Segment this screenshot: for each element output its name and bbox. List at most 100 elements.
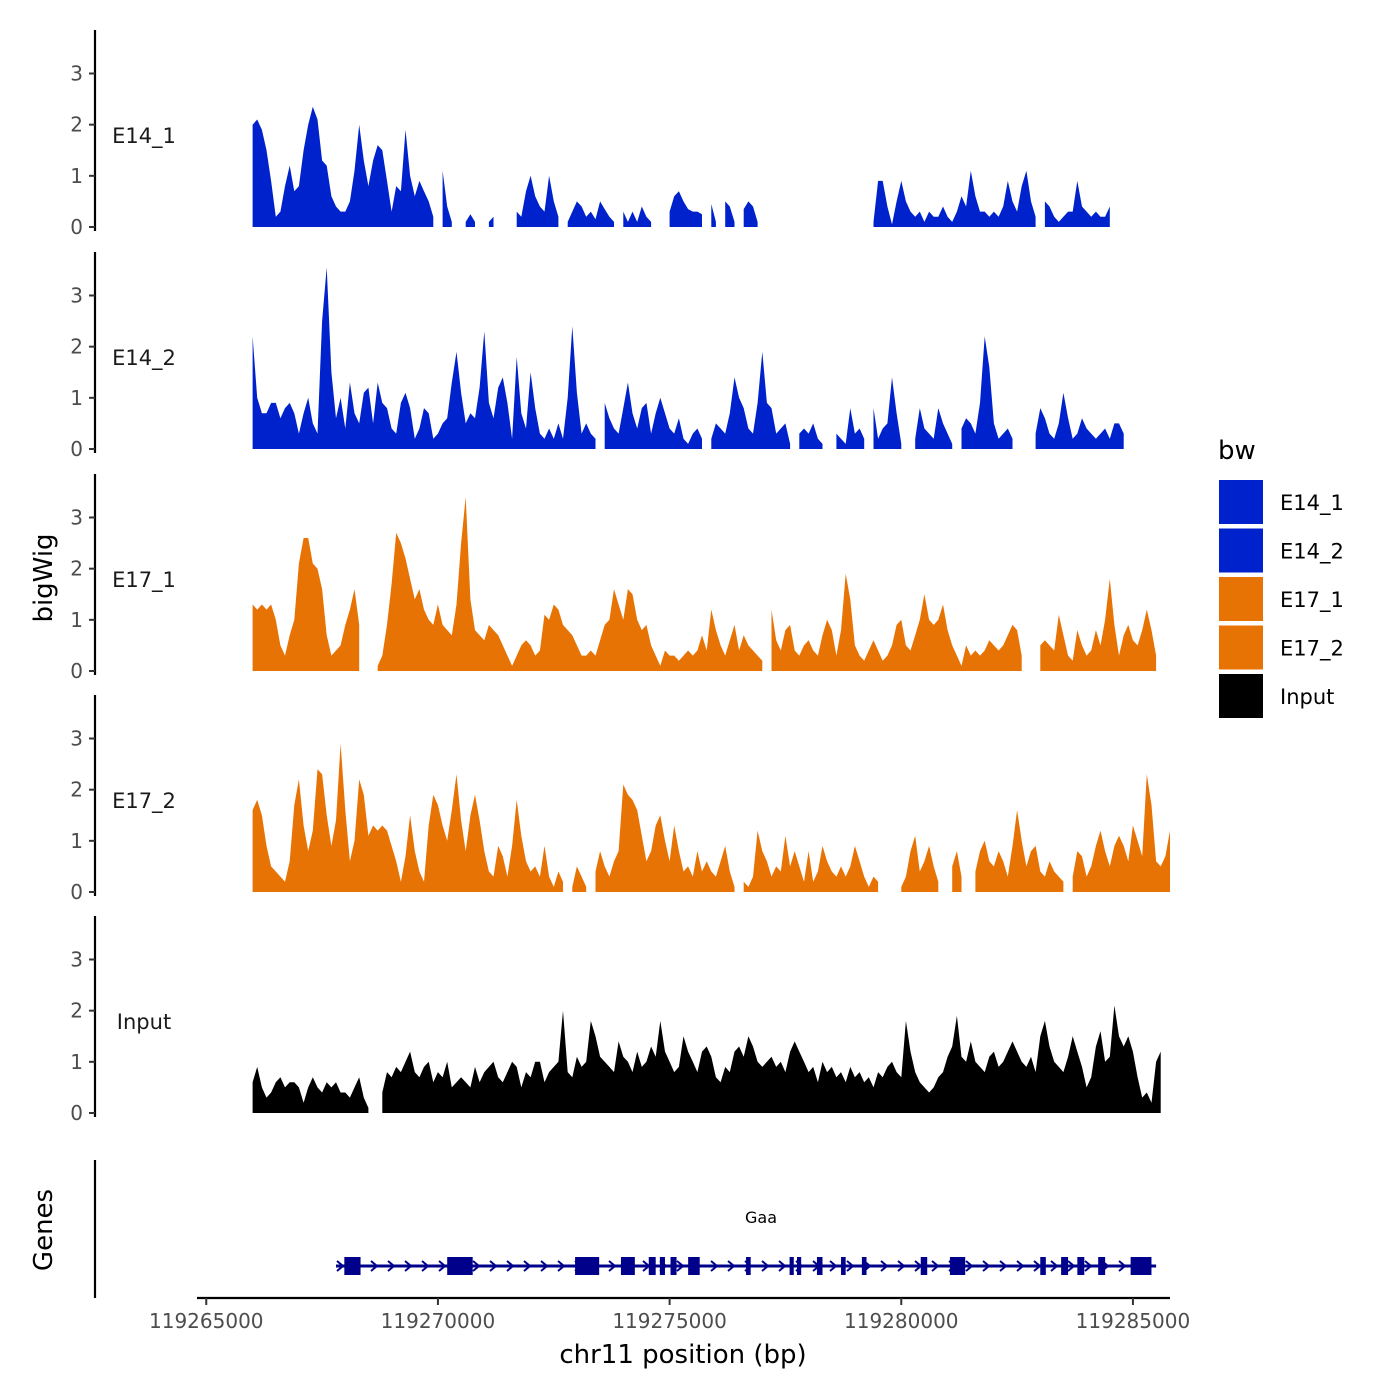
gene-exon: [861, 1257, 867, 1275]
y-tick-label: 2: [70, 113, 83, 137]
strand-arrow: [370, 1260, 379, 1272]
strand-arrow: [540, 1260, 549, 1272]
gene-exon: [447, 1257, 473, 1275]
legend-item-e17-2: E17_2: [1219, 625, 1344, 670]
y-tick-label: 1: [70, 608, 83, 632]
y-tick-label: 1: [70, 164, 83, 188]
legend-item-input: Input: [1219, 674, 1334, 718]
y-tick-label: 1: [70, 386, 83, 410]
y-axis-title: bigWig: [29, 533, 59, 622]
gene-exon: [797, 1257, 802, 1275]
gene-exon: [670, 1257, 677, 1275]
y-tick-label: 3: [70, 947, 83, 971]
strand-arrow: [999, 1260, 1008, 1272]
legend: bw E14_1 E14_2 E17_1 E17_2 Input: [1218, 436, 1344, 718]
strand-arrow: [1050, 1260, 1059, 1272]
legend-item-e17-1: E17_1: [1219, 577, 1344, 621]
y-tick-label: 3: [70, 505, 83, 529]
legend-label: E14_2: [1280, 540, 1344, 565]
gene-gaa: Gaa: [336, 1208, 1157, 1275]
gene-exon: [1130, 1257, 1152, 1275]
x-tick-label: 119275000: [612, 1309, 727, 1333]
strand-arrow: [897, 1260, 906, 1272]
legend-item-e14-2: E14_2: [1219, 528, 1344, 573]
track-label: E14_2: [112, 346, 176, 371]
signal-area-input: [252, 1005, 1161, 1113]
strand-arrow: [523, 1260, 532, 1272]
y-tick-label: 3: [70, 61, 83, 85]
gene-exon: [1098, 1257, 1106, 1275]
y-tick-label: 2: [70, 778, 83, 802]
strand-arrow: [761, 1260, 770, 1272]
y-tick-label: 2: [70, 335, 83, 359]
x-axis-title: chr11 position (bp): [559, 1340, 806, 1370]
gene-exon: [949, 1257, 966, 1275]
strand-arrow: [1033, 1260, 1042, 1272]
x-tick-label: 119270000: [381, 1309, 496, 1333]
strand-arrow: [336, 1260, 345, 1272]
gene-exon: [816, 1257, 823, 1275]
strand-arrow: [387, 1260, 396, 1272]
x-tick-label: 119285000: [1076, 1309, 1191, 1333]
track-label: E14_1: [112, 124, 176, 149]
gene-exon: [789, 1257, 794, 1275]
y-tick-label: 2: [70, 557, 83, 581]
strand-arrow: [1016, 1260, 1025, 1272]
legend-title: bw: [1218, 436, 1256, 466]
gene-exon: [746, 1257, 751, 1275]
strand-arrow: [846, 1260, 855, 1272]
x-tick-label: 119265000: [149, 1309, 264, 1333]
gene-exon: [620, 1257, 635, 1275]
strand-arrow: [829, 1260, 838, 1272]
gene-name-label: Gaa: [745, 1208, 777, 1227]
strand-arrow: [727, 1260, 736, 1272]
legend-label: E14_1: [1280, 491, 1344, 516]
track-label: E17_1: [112, 568, 176, 593]
gene-exon: [575, 1257, 600, 1275]
track-e17-1: 0 1 2 3 E17_1: [70, 474, 1157, 683]
legend-label: E17_2: [1280, 637, 1344, 662]
signal-area-e14-2: [252, 267, 1124, 449]
y-tick-label: 0: [70, 215, 83, 239]
y-tick-label: 0: [70, 659, 83, 683]
gene-exon: [659, 1257, 665, 1275]
legend-swatch: [1219, 577, 1263, 621]
track-label: E17_2: [112, 789, 176, 814]
track-e14-2: 0 1 2 3 E14_2: [70, 252, 1124, 461]
strand-arrow: [608, 1260, 617, 1272]
track-e14-1: 0 1 2 3 E14_1: [70, 30, 1110, 239]
signal-area-e14-1: [252, 106, 1110, 227]
y-tick-label: 3: [70, 283, 83, 307]
gene-track: Gaa: [93, 1160, 1157, 1298]
y-tick-label: 0: [70, 437, 83, 461]
gene-exon: [1077, 1257, 1085, 1275]
strand-arrow: [965, 1260, 974, 1272]
gene-exon: [920, 1257, 928, 1275]
strand-arrow: [931, 1260, 940, 1272]
y-tick-label: 1: [70, 829, 83, 853]
strand-arrow: [404, 1260, 413, 1272]
signal-area-e17-2: [252, 743, 1171, 892]
strand-arrow: [472, 1260, 481, 1272]
track-input: 0 1 2 3 Input: [70, 916, 1161, 1125]
track-e17-2: 0 1 2 3 E17_2: [70, 695, 1171, 904]
strand-arrow: [778, 1260, 787, 1272]
strand-arrow: [1084, 1260, 1093, 1272]
strand-arrow: [1118, 1260, 1127, 1272]
track-label: Input: [117, 1010, 171, 1034]
y-tick-label: 0: [70, 1101, 83, 1125]
gene-exon: [1040, 1257, 1046, 1275]
gene-exon: [648, 1257, 656, 1275]
strand-arrow: [676, 1260, 685, 1272]
y-tick-label: 0: [70, 880, 83, 904]
x-axis: 119265000 119270000 119275000 119280000 1192…: [149, 1296, 1191, 1333]
strand-arrow: [1067, 1260, 1076, 1272]
strand-arrow: [710, 1260, 719, 1272]
legend-label: E17_1: [1280, 588, 1344, 613]
gene-exon: [1061, 1257, 1069, 1275]
strand-arrow: [557, 1260, 566, 1272]
gene-exon: [688, 1257, 700, 1275]
gene-exon: [344, 1257, 361, 1275]
legend-swatch: [1219, 674, 1263, 718]
